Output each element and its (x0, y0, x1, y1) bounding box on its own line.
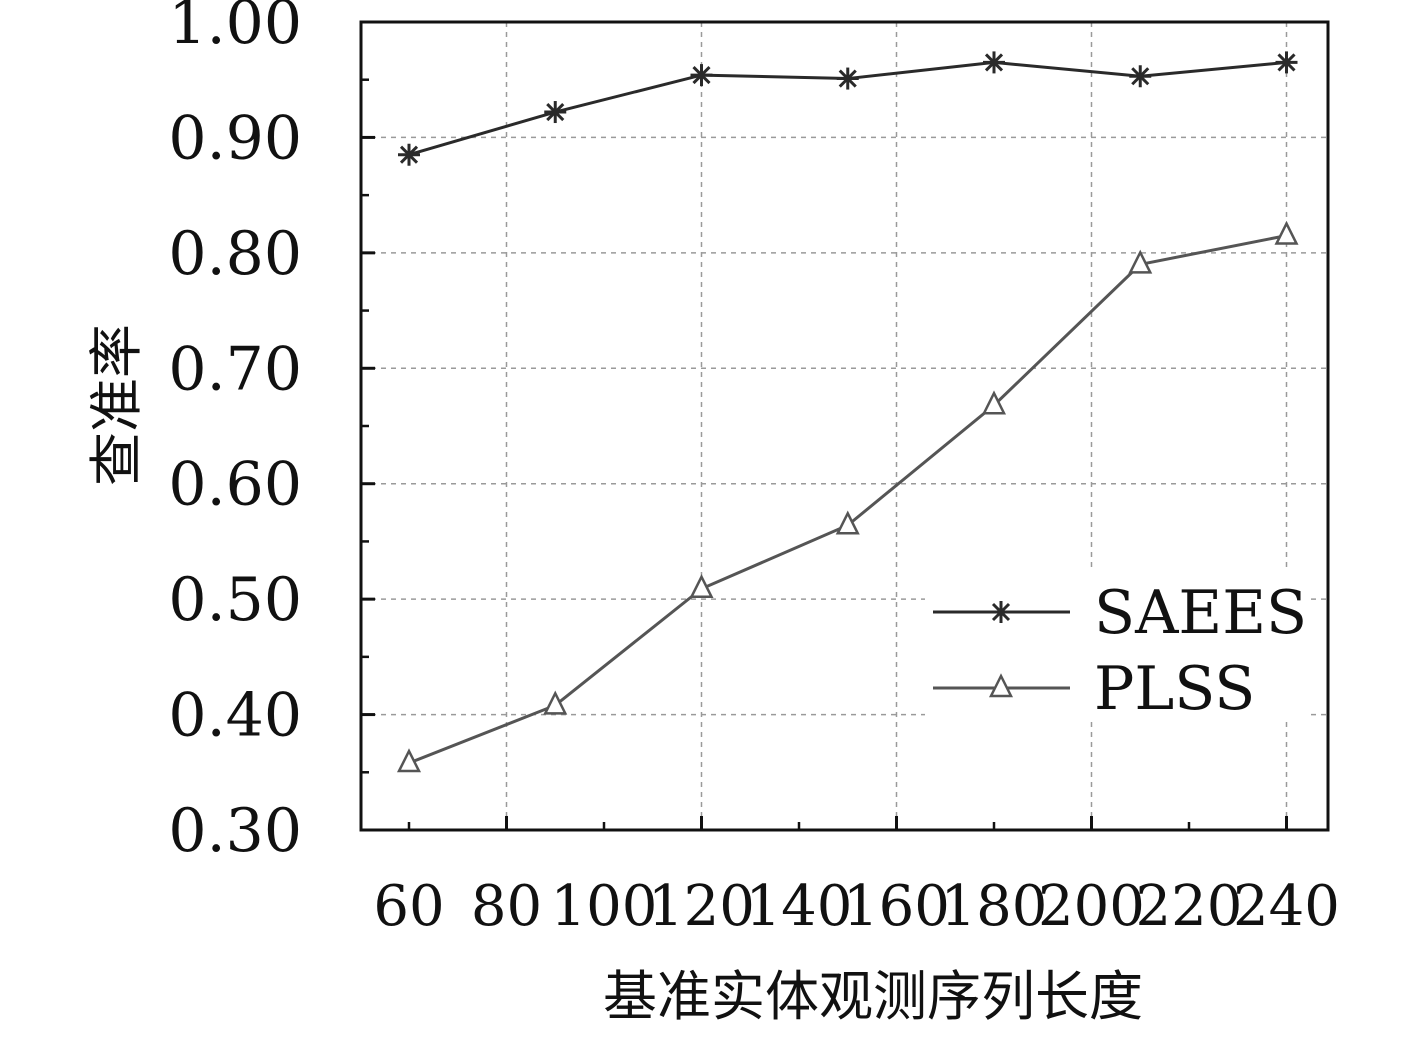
x-tick-label: 80 (471, 874, 542, 939)
legend-mask (925, 568, 1310, 718)
legend-marker (988, 673, 1014, 698)
x-tick-label: 60 (373, 874, 444, 939)
y-axis-title: 查准率 (85, 324, 148, 486)
asterisk-stroke (1277, 53, 1296, 72)
asterisk-stroke (546, 102, 565, 122)
grid (361, 22, 1328, 830)
series-layer (396, 51, 1299, 773)
data-point (690, 64, 713, 87)
data-point (1275, 51, 1298, 74)
data-point (1129, 65, 1152, 88)
asterisk-stroke (692, 66, 711, 85)
x-axis-title: 基准实体观测序列长度 (603, 965, 1143, 1028)
y-tick-label: 0.70 (168, 334, 302, 404)
y-tick-label: 0.90 (168, 103, 302, 173)
y-tick-label: 1.00 (168, 0, 302, 58)
data-point (689, 573, 714, 599)
asterisk-stroke (399, 145, 419, 164)
y-tick-label: 0.80 (168, 219, 302, 289)
x-tick-label: 240 (1233, 874, 1340, 939)
x-tick-label: 120 (648, 874, 755, 939)
data-point (1274, 220, 1299, 245)
legend-marker (990, 601, 1012, 623)
legend-label: SAEES (1094, 578, 1307, 648)
data-point (396, 748, 422, 773)
ticks (361, 20, 1288, 832)
y-tick-label: 0.40 (168, 681, 302, 751)
y-tick-label: 0.30 (168, 796, 302, 866)
y-tick-label: 0.60 (168, 450, 302, 520)
data-point (983, 51, 1005, 74)
x-tick-label: 100 (551, 874, 658, 939)
series-saees (398, 51, 1298, 166)
asterisk-stroke (991, 602, 1011, 622)
data-point (836, 67, 859, 90)
legend-item: PLSS (933, 654, 1255, 724)
x-tick-label: 180 (941, 874, 1048, 939)
asterisk-stroke (838, 69, 857, 88)
x-tick-label: 160 (843, 874, 950, 939)
data-point (1128, 249, 1153, 274)
data-point (543, 690, 568, 715)
x-tick-label: 200 (1038, 874, 1145, 939)
legend-label: PLSS (1094, 654, 1255, 724)
x-tick-label: 220 (1136, 874, 1243, 939)
legend-item: SAEES (933, 578, 1307, 648)
series-plss (396, 220, 1299, 773)
data-point (835, 510, 860, 535)
data-point (981, 390, 1007, 415)
x-tick-label: 140 (746, 874, 853, 939)
data-point (544, 101, 567, 124)
y-tick-label: 0.50 (168, 565, 302, 635)
data-point (398, 143, 420, 166)
asterisk-stroke (1131, 67, 1150, 86)
asterisk-stroke (984, 53, 1004, 72)
